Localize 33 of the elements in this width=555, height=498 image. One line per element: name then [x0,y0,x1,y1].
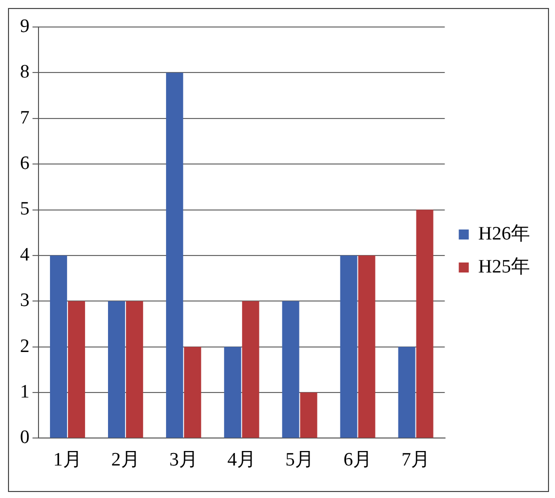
bar [166,72,184,438]
bar [340,255,358,438]
bar [416,210,434,438]
x-tick-label: 7月 [402,450,430,471]
x-tick-label: 3月 [169,450,198,471]
bar [224,346,242,438]
x-tick-label: 4月 [227,450,256,471]
y-tick-label: 3 [20,290,30,312]
y-tick-label: 1 [20,381,30,402]
y-tick-label: 9 [20,16,30,37]
bar [126,301,144,438]
x-tick-label: 1月 [53,450,82,471]
y-tick-label: 4 [20,244,30,266]
x-tick-label: 2月 [111,450,140,471]
x-tick-label: 5月 [285,450,314,471]
bar [184,346,202,438]
legend-label: H25年 [478,256,530,278]
bar [300,392,318,438]
y-tick-label: 0 [20,427,30,448]
bar [68,301,86,438]
bar [50,255,68,438]
y-tick-label: 6 [20,153,30,174]
y-tick-label: 8 [20,62,30,83]
x-tick-label: 6月 [343,450,372,471]
y-tick-label: 5 [20,198,30,220]
legend-label: H26年 [478,223,530,244]
y-tick-label: 7 [20,107,30,128]
bar [398,346,416,438]
bar [282,301,300,438]
y-tick-label: 2 [20,336,30,357]
bar [242,301,260,438]
bar [358,255,376,438]
bar [108,301,126,438]
